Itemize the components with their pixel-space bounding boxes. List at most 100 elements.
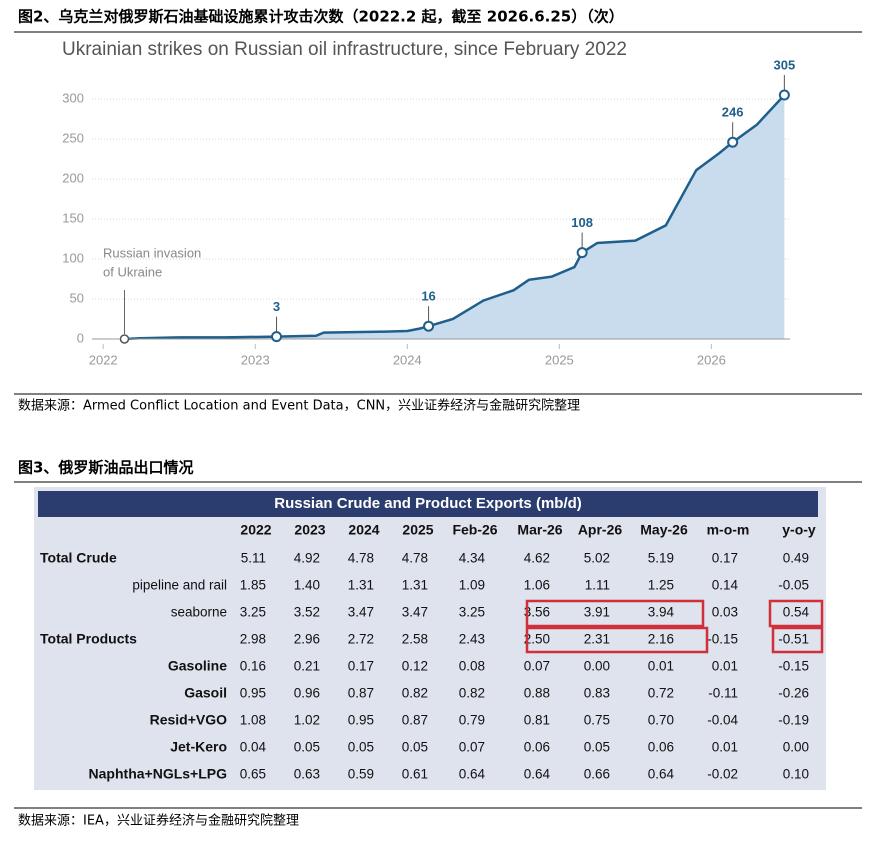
column-header: y-o-y (782, 522, 816, 538)
cell: 0.01 (712, 740, 738, 755)
cell: 4.92 (294, 551, 320, 566)
table-panel (34, 487, 826, 790)
y-tick-label: 150 (62, 210, 84, 225)
marker (271, 331, 283, 343)
table-title: Russian Crude and Product Exports (mb/d) (274, 495, 582, 512)
cell: 4.78 (348, 551, 374, 566)
cell: 2.96 (294, 632, 320, 647)
cell: 3.94 (648, 605, 675, 620)
cell: 0.05 (348, 740, 374, 755)
row-label: pipeline and rail (132, 578, 227, 593)
column-header: Apr-26 (578, 522, 623, 538)
cell: 1.02 (294, 713, 320, 728)
cell: -0.51 (778, 632, 809, 647)
cell: 3.25 (240, 605, 266, 620)
cell: 1.31 (348, 578, 374, 593)
cell: 0.04 (240, 740, 267, 755)
figure-caption: 图3、俄罗斯油品出口情况 (18, 459, 193, 477)
column-header: 2023 (294, 522, 325, 538)
x-tick-label: 2022 (89, 352, 118, 367)
table-banner (38, 491, 818, 517)
cell: 1.40 (294, 578, 320, 593)
x-tick-label: 2024 (393, 352, 422, 367)
highlight-box (525, 599, 705, 628)
area (124, 95, 785, 339)
row-label: Naphtha+NGLs+LPG (89, 766, 228, 782)
cell: 0.95 (240, 686, 266, 701)
row-label: seaborne (171, 605, 227, 620)
row-label: Total Products (40, 631, 137, 647)
value-label: 305 (774, 57, 796, 72)
cell: 3.91 (584, 605, 610, 620)
cell: 0.79 (459, 713, 485, 728)
cell: 0.17 (712, 551, 738, 566)
cell: 2.16 (648, 632, 674, 647)
cell: 2.43 (459, 632, 485, 647)
cell: 0.59 (348, 767, 374, 782)
column-header: May-26 (640, 522, 688, 538)
cell: 1.25 (648, 578, 674, 593)
cell: 1.08 (240, 713, 266, 728)
cell: 0.16 (240, 659, 266, 674)
source: 数据来源：IEA，兴业证券经济与金融研究院整理 (18, 813, 299, 829)
cell: -0.15 (707, 632, 738, 647)
cell: -0.02 (707, 767, 738, 782)
annotation: of Ukraine (103, 264, 162, 279)
marker (119, 334, 130, 344)
cell: 1.31 (402, 578, 428, 593)
cell: 0.65 (240, 767, 266, 782)
cell: 0.06 (524, 740, 550, 755)
source: 数据来源：Armed Conflict Location and Event D… (18, 398, 580, 414)
cell: -0.04 (707, 713, 738, 728)
cell: 4.62 (524, 551, 550, 566)
y-tick-label: 250 (62, 130, 84, 145)
cell: 0.82 (402, 686, 428, 701)
cell: 1.06 (524, 578, 550, 593)
marker (576, 247, 588, 259)
cell: -0.19 (778, 713, 809, 728)
cell: 3.56 (524, 605, 550, 620)
column-header: Feb-26 (452, 522, 497, 538)
cell: 5.19 (648, 551, 674, 566)
cell: 0.64 (648, 767, 675, 782)
cell: 0.72 (648, 686, 674, 701)
cell: 0.00 (783, 740, 809, 755)
value-label: 16 (421, 289, 435, 304)
cell: 0.05 (294, 740, 320, 755)
cell: 0.64 (459, 767, 486, 782)
cell: 2.58 (402, 632, 428, 647)
cell: 0.03 (712, 605, 738, 620)
column-header: m-o-m (707, 522, 750, 538)
cell: 0.61 (402, 767, 428, 782)
cell: -0.15 (778, 659, 809, 674)
cell: 0.75 (584, 713, 610, 728)
cell: 0.63 (294, 767, 320, 782)
cell: 0.17 (348, 659, 374, 674)
row-label: Gasoline (168, 658, 227, 674)
cell: 0.87 (348, 686, 374, 701)
y-tick-label: 200 (62, 170, 84, 185)
cell: 0.88 (524, 686, 550, 701)
cell: 0.96 (294, 686, 320, 701)
cell: 0.08 (459, 659, 485, 674)
cell: 5.02 (584, 551, 610, 566)
cell: 0.14 (712, 578, 739, 593)
column-header: Mar-26 (517, 522, 562, 538)
value-label: 3 (273, 299, 280, 314)
cell: 2.31 (584, 632, 610, 647)
cell: 0.01 (648, 659, 674, 674)
cell: 1.11 (585, 578, 610, 593)
cell: 0.66 (584, 767, 610, 782)
cell: 2.50 (524, 632, 550, 647)
cell: 0.81 (524, 713, 550, 728)
column-header: 2024 (348, 522, 379, 538)
cell: 0.70 (648, 713, 674, 728)
cell: 2.98 (240, 632, 266, 647)
figure-caption: 图2、乌克兰对俄罗斯石油基础设施累计攻击次数（2022.2 起，截至 2026.… (18, 8, 624, 26)
cell: 3.47 (348, 605, 374, 620)
marker (778, 89, 790, 101)
cell: 0.05 (584, 740, 610, 755)
cell: 0.21 (294, 659, 320, 674)
